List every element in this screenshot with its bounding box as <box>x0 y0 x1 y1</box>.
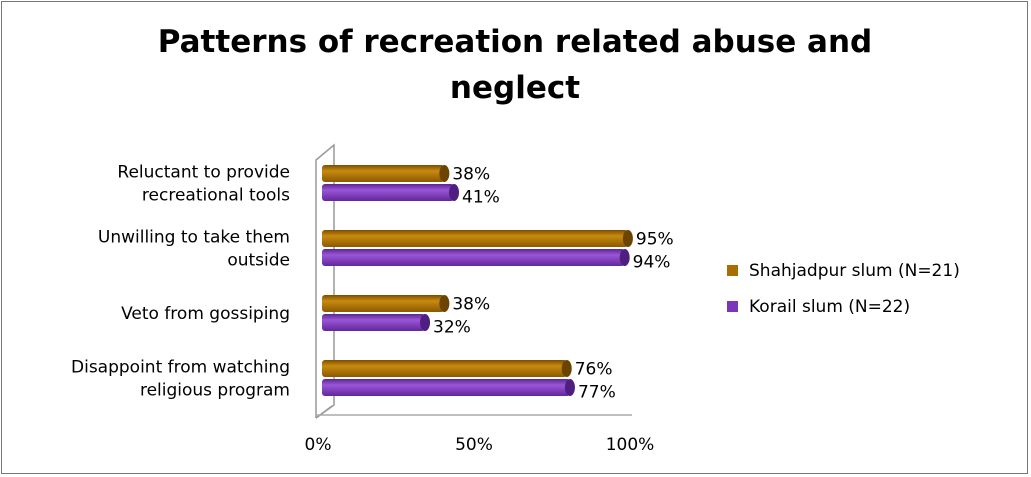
x-tick-label: 0% <box>305 435 332 455</box>
data-label: 41% <box>462 188 500 208</box>
bar <box>322 379 570 396</box>
legend-swatch <box>727 301 738 312</box>
chart-title: Patterns of recreation related abuse and… <box>158 24 872 106</box>
bar-cap <box>420 314 431 331</box>
legend-label: Korail slum (N=22) <box>749 297 910 317</box>
bar <box>322 230 628 247</box>
bar-cap <box>622 230 633 247</box>
bar-cap <box>439 295 450 312</box>
bar <box>322 165 445 182</box>
floor-line <box>315 405 333 419</box>
legend-swatch <box>727 265 738 276</box>
axes <box>315 143 632 419</box>
bar-cap <box>564 379 575 396</box>
bar-cap <box>619 249 630 266</box>
bar <box>322 295 445 312</box>
category-label: recreational tools <box>142 186 290 206</box>
legend: Shahjadpur slum (N=21) Korail slum (N=22) <box>727 261 960 317</box>
bar-cap <box>449 184 460 201</box>
x-tick-label: 50% <box>455 435 493 455</box>
bar <box>322 360 567 377</box>
title-line: neglect <box>450 70 580 106</box>
category-label: outside <box>227 251 290 271</box>
bar <box>322 184 455 201</box>
title-line: Patterns of recreation related abuse and <box>158 24 872 60</box>
data-label: 76% <box>575 360 613 380</box>
legend-label: Shahjadpur slum (N=21) <box>749 261 960 281</box>
bar <box>322 249 625 266</box>
data-label: 38% <box>452 295 490 315</box>
category-label: Disappoint from watching <box>71 358 290 378</box>
bar <box>322 314 426 331</box>
data-label: 77% <box>578 383 616 403</box>
data-label: 94% <box>633 253 671 273</box>
x-tick-label: 100% <box>606 435 655 455</box>
data-label: 95% <box>636 230 674 250</box>
category-label: Reluctant to provide <box>117 163 290 183</box>
data-label: 32% <box>433 318 471 338</box>
bar-cap <box>439 165 450 182</box>
category-label: Unwilling to take them <box>98 228 290 248</box>
data-label: 38% <box>452 165 490 185</box>
bar-cap <box>561 360 572 377</box>
category-label: religious program <box>140 381 290 401</box>
category-label: Veto from gossiping <box>121 304 290 324</box>
